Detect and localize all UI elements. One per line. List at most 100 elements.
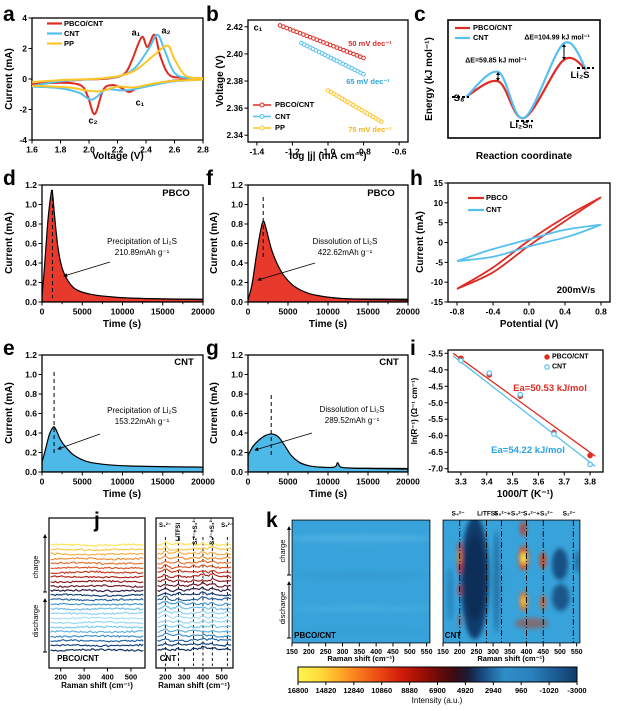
k-heatmap-CNT <box>443 520 580 643</box>
chart-shape: 200 <box>303 649 315 656</box>
j-trace <box>50 629 144 634</box>
f-yaxis-label: Current (mA) <box>208 212 220 274</box>
k-heat-feature <box>292 628 430 634</box>
j-trace <box>157 581 232 588</box>
chart-shape: 350 <box>353 649 365 656</box>
chart-shape: 1.2 <box>25 180 37 190</box>
axes-h: -0.8 -0.4 0.0 0.4 0.8 -15 -10 -5 0 5 10 15 <box>431 178 611 317</box>
k-heat-feature <box>447 566 454 621</box>
j-trace <box>157 613 232 620</box>
g-annotation-line2: 289.52mAh g⁻¹ <box>324 415 380 425</box>
j-trace <box>157 572 232 579</box>
chart-shape: 0.4 <box>25 258 37 268</box>
chart-shape: 0.8 <box>25 389 37 399</box>
chart-shape <box>287 526 291 530</box>
chart-shape: -5.0 <box>428 398 443 408</box>
j-phase-charge-label: charge <box>31 555 41 579</box>
chart-shape: 0.6 <box>25 409 37 419</box>
k-heat-feature <box>551 548 568 581</box>
a-peak-a2-label: a₂ <box>161 25 171 36</box>
chart-shape: 10 <box>434 198 444 208</box>
k-heat-feature <box>539 551 546 570</box>
k-heat-feature <box>520 521 527 536</box>
j-trace <box>157 623 232 629</box>
c-frame <box>447 19 601 139</box>
chart-shape: 2 <box>22 44 27 54</box>
c-barrier1-label: ΔE=59.85 kJ mol⁻¹ <box>465 57 527 65</box>
d-sample-label: PBCO <box>162 188 190 200</box>
i-legend-marker <box>544 364 550 370</box>
chart-shape: 0.0 <box>231 297 243 307</box>
chart-shape: 2.40 <box>226 49 243 59</box>
a-legend-pp: PP <box>64 38 75 48</box>
j-species-s4s3-label: S₄²⁻+S₃²⁻ <box>209 517 216 545</box>
chart-shape: 0.4 <box>231 428 243 438</box>
chart-shape: 2.8 <box>197 145 209 155</box>
axes-j2: 200 300 400 500 <box>155 517 234 682</box>
chart-shape: -3.5 <box>428 348 443 358</box>
chart-shape: 1.2 <box>25 350 37 360</box>
e-sample-label: CNT <box>174 357 194 369</box>
j-trace <box>50 566 144 570</box>
j-trace <box>157 642 232 647</box>
chart-shape: 2.6 <box>169 145 181 155</box>
g-annotation-line1: Dissolution of Li₂S <box>319 404 385 414</box>
e-annotation-line2: 153.22mAh g⁻¹ <box>114 416 170 426</box>
d-peak-area <box>42 189 203 302</box>
chart-shape: -0.8 <box>450 307 465 317</box>
i-xaxis-label: 1000/T (K⁻¹) <box>496 488 554 500</box>
d-annotation-arrow <box>63 261 111 277</box>
i-point <box>517 391 524 398</box>
b-legend-pp: PP <box>275 123 286 133</box>
j-trace <box>50 552 144 556</box>
j-trace <box>157 591 232 597</box>
j-trace <box>50 557 144 561</box>
h-loop-CNT <box>456 223 602 262</box>
chart-shape: 0.0 <box>231 467 243 477</box>
a-peak-c2-label: c₂ <box>88 115 98 126</box>
panel-letter-d: d <box>3 167 16 190</box>
panel-letter-a: a <box>3 3 15 26</box>
colorbar-tick-label: 12840 <box>343 686 364 695</box>
chart-shape <box>361 55 366 61</box>
j-trace <box>157 600 232 606</box>
chart-shape: 3.7 <box>558 477 570 487</box>
chart-shape: 5000 <box>279 477 298 487</box>
chart-shape <box>442 519 581 644</box>
chart-shape: 450 <box>387 649 399 656</box>
chart-shape: 0.4 <box>559 307 571 317</box>
chart-shape: 1.8 <box>55 145 67 155</box>
chart-shape: -15 <box>431 297 444 307</box>
chart-shape: 2.38 <box>226 76 243 86</box>
chart-shape: 0.2 <box>25 448 37 458</box>
f-annotation-line1: Dissolution of Li₂S <box>312 236 378 246</box>
axes-i: 3.3 3.4 3.5 3.6 3.7 3.8 -3.5 -4.0 -4.5 -5.0 -5.5 -6… <box>428 348 604 487</box>
panel-letter-f: f <box>206 167 213 190</box>
chart-shape: 2.34 <box>226 130 243 140</box>
i-point <box>486 370 493 376</box>
j-trace <box>50 575 144 579</box>
k-heat-feature <box>520 551 527 565</box>
chart-shape: -1.4 <box>250 147 265 157</box>
g-series <box>248 433 408 472</box>
chart-shape <box>379 119 384 124</box>
chart-shape: 3.3 <box>455 477 467 487</box>
e-annotation-arrow <box>57 433 101 450</box>
chart-shape: 20000 <box>191 307 215 317</box>
chart-shape: 550 <box>421 649 433 656</box>
axes-a: 1.6 1.8 2.0 2.2 2.4 2.6 2.8 -4 -2 0 2 4 <box>19 13 209 155</box>
colorbar-tick-label: 14820 <box>315 686 336 695</box>
h-yaxis-label: Current (mA) <box>414 211 426 273</box>
panel-letter-i: i <box>410 337 416 360</box>
chart-shape: 200 <box>454 649 466 656</box>
b-legend-cnt: CNT <box>275 111 291 121</box>
chart-shape: 200 <box>54 673 67 682</box>
colorbar-label: Intensity (a.u.) <box>411 695 463 705</box>
panel-letter-k: k <box>266 509 278 532</box>
chart-shape: 0 <box>438 238 443 248</box>
c-curve-PBCO/CNT <box>465 56 587 120</box>
j-trace <box>157 568 232 574</box>
j-waterfall-CNT <box>157 537 232 666</box>
j-trace <box>157 545 232 551</box>
